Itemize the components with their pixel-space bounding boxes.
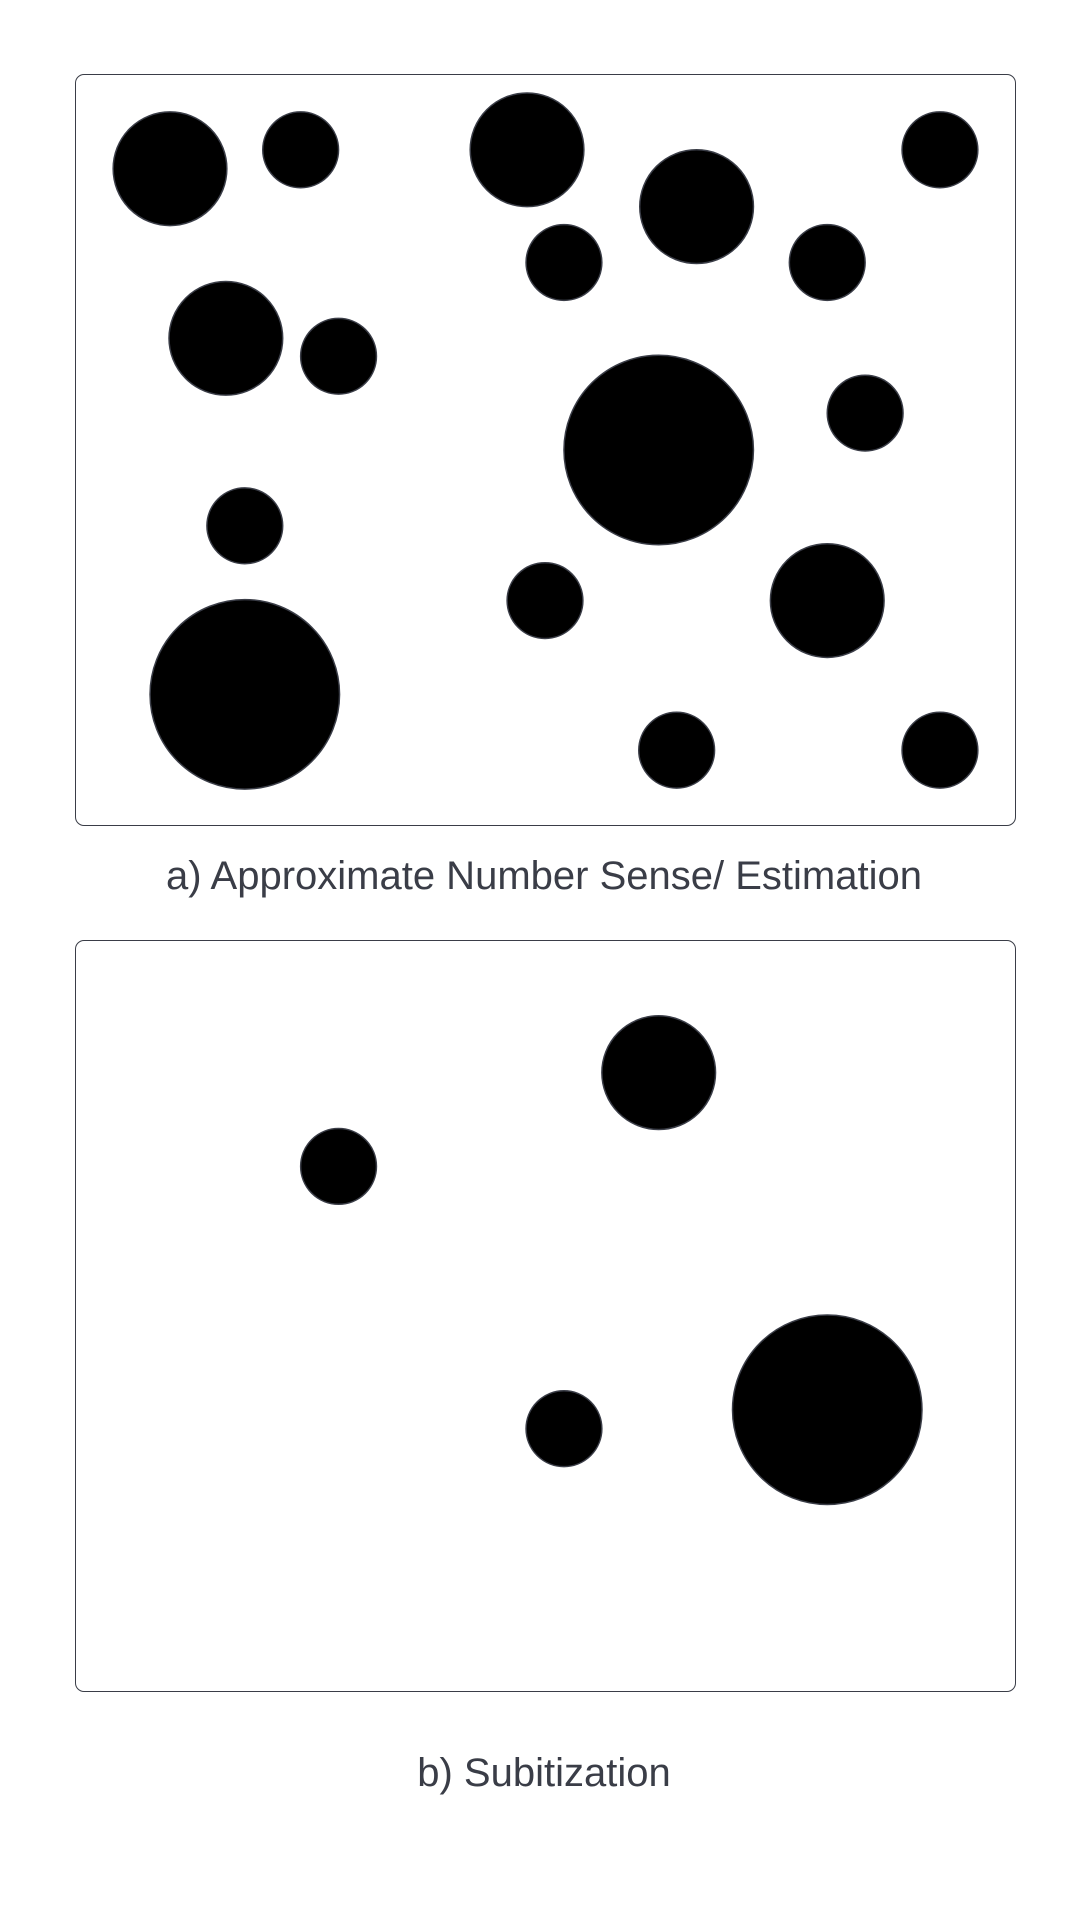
- dot: [638, 711, 716, 789]
- estimation-caption: a) Approximate Number Sense/ Estimation: [166, 854, 922, 898]
- dot: [731, 1314, 923, 1506]
- dot: [112, 111, 228, 227]
- dot: [901, 111, 979, 189]
- dot: [469, 92, 585, 208]
- estimation-dot-panel: [75, 74, 1016, 826]
- dot: [601, 1015, 717, 1131]
- dot: [206, 487, 284, 565]
- dot: [639, 149, 755, 265]
- dot: [769, 543, 885, 659]
- subitization-caption: b) Subitization: [417, 1751, 671, 1795]
- dot: [525, 223, 603, 302]
- estimation-dots: [112, 92, 979, 790]
- dot: [525, 1390, 603, 1468]
- dot: [506, 561, 584, 640]
- dot: [168, 280, 284, 396]
- subitization-dot-panel: [75, 940, 1016, 1692]
- dot: [826, 374, 904, 452]
- dot: [901, 711, 979, 789]
- dot: [299, 317, 378, 395]
- dot: [149, 598, 341, 790]
- subitization-dots: [299, 1015, 923, 1506]
- dot: [563, 354, 755, 546]
- dot: [262, 111, 340, 189]
- dot: [788, 223, 866, 302]
- dot: [299, 1127, 378, 1206]
